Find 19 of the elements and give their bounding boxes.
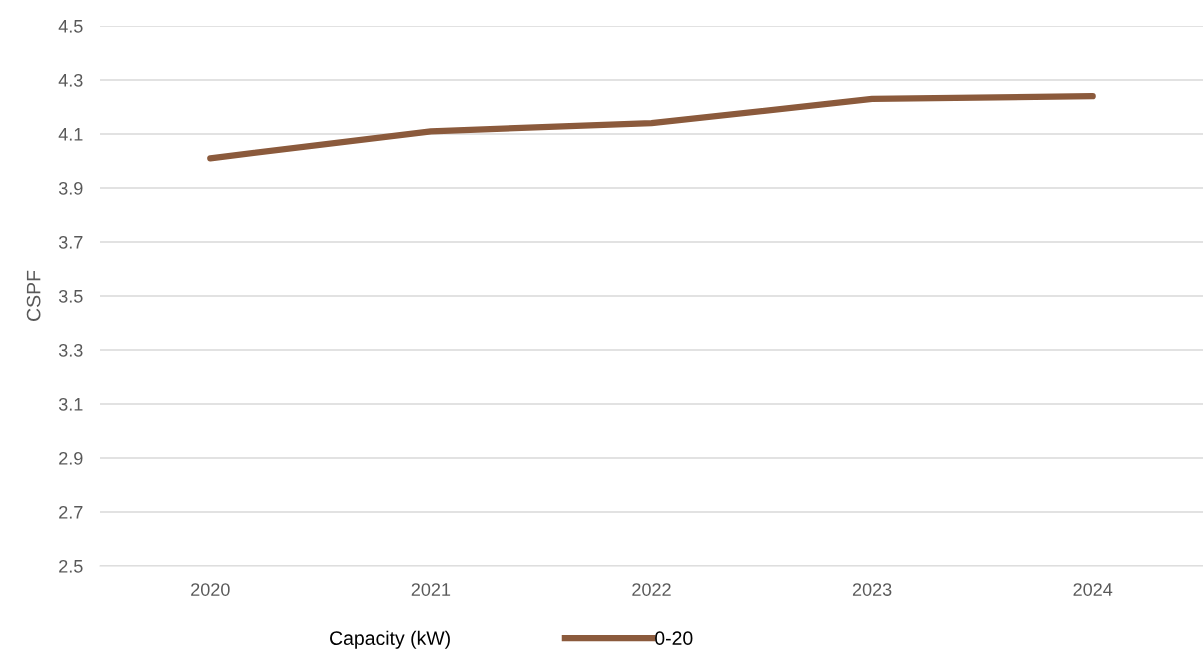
y-tick-label: 2.5 — [59, 559, 83, 573]
y-tick-label: 3.7 — [58, 235, 83, 249]
y-tick-label: 2.9 — [59, 451, 83, 465]
y-tick-label: 4.3 — [58, 73, 83, 87]
y-tick-label: 4.1 — [58, 128, 83, 141]
y-axis-title: CSPF — [26, 270, 41, 321]
x-tick-label: 2024 — [1073, 583, 1113, 596]
y-tick-label: 3.3 — [58, 343, 83, 357]
legend-title: Capacity (kW) — [330, 630, 450, 649]
y-tick-label: 3.1 — [58, 397, 83, 411]
x-tick-label: 2023 — [852, 583, 892, 596]
x-tick-label: 2021 — [411, 583, 451, 596]
legend-label: 0-20 — [655, 631, 693, 646]
y-tick-label: 2.7 — [59, 505, 83, 519]
y-tick-label: 3.5 — [58, 289, 83, 303]
x-tick-label: 2022 — [632, 583, 671, 596]
y-tick-label: 3.9 — [58, 181, 83, 195]
x-tick-label: 2020 — [191, 583, 230, 596]
y-tick-label: 4.5 — [58, 20, 83, 33]
